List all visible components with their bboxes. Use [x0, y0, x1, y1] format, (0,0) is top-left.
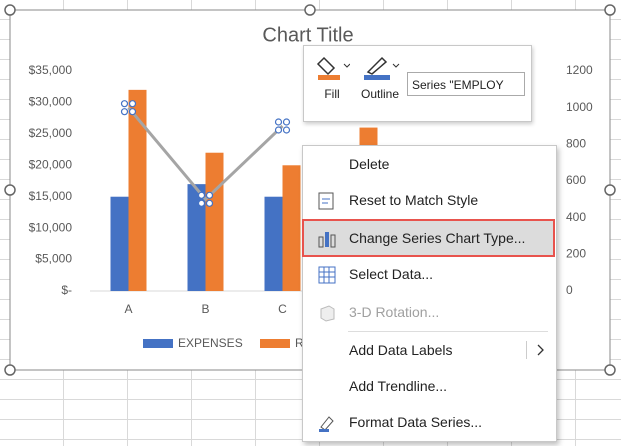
- legend-label: R: [295, 336, 304, 350]
- menu-item-label: Change Series Chart Type...: [349, 230, 526, 246]
- context-menu: Delete Reset to Match Style Change Serie…: [302, 145, 557, 442]
- menu-item[interactable]: Delete: [304, 147, 553, 181]
- y2-tick-label: 800: [566, 137, 586, 151]
- select-data-icon: [318, 266, 336, 284]
- y-tick-label: $25,000: [29, 126, 73, 140]
- outline-icon: [364, 56, 400, 80]
- menu-item[interactable]: Reset to Match Style: [304, 183, 553, 217]
- mini-toolbar: Fill Outline Series "EMPLOY: [303, 45, 532, 122]
- handle-dot: [282, 118, 291, 126]
- menu-item[interactable]: Change Series Chart Type...: [302, 219, 555, 257]
- rotation-icon: [320, 305, 335, 322]
- handle-dot: [128, 108, 137, 116]
- y-tick-label: $35,000: [29, 63, 73, 77]
- chart-type-icon: [318, 232, 336, 248]
- bar: [187, 184, 206, 291]
- format-icon: [319, 416, 334, 432]
- menu-item-label: Add Data Labels: [349, 342, 453, 358]
- handle-dot: [205, 199, 214, 207]
- y2-tick-label: 1000: [566, 100, 593, 114]
- bar: [264, 196, 283, 291]
- point-handle: [120, 100, 137, 116]
- handle-dot: [274, 126, 283, 134]
- legend-swatch: [143, 339, 173, 348]
- handle-dot: [128, 100, 137, 108]
- line: [127, 106, 284, 202]
- handle-dot: [197, 191, 206, 199]
- y2-tick-label: 400: [566, 210, 586, 224]
- handle-dot: [205, 191, 214, 199]
- point-handle: [274, 118, 291, 134]
- bar: [282, 165, 301, 291]
- y2-tick-label: 1200: [566, 63, 593, 77]
- menu-item: 3-D Rotation...: [304, 295, 553, 329]
- separator: [348, 331, 548, 332]
- handle-dot: [274, 118, 283, 126]
- menu-item[interactable]: Add Data Labels: [304, 333, 553, 367]
- y2-tick-label: 0: [566, 283, 573, 297]
- y2-tick-label: 600: [566, 173, 586, 187]
- menu-item-label: 3-D Rotation...: [349, 304, 440, 320]
- series-dropdown[interactable]: Series "EMPLOY: [407, 72, 525, 96]
- chart-title: Chart Title: [262, 24, 353, 46]
- x-tick-label: C: [278, 302, 287, 316]
- y-tick-label: $15,000: [29, 189, 73, 203]
- bar: [205, 152, 224, 291]
- menu-item[interactable]: Select Data...: [304, 257, 553, 291]
- legend-label: EXPENSES: [178, 336, 243, 350]
- y-tick-label: $5,000: [35, 252, 72, 266]
- selection-handles: [4, 4, 616, 376]
- y-tick-label: $10,000: [29, 220, 73, 234]
- y-tick-label: $30,000: [29, 95, 73, 109]
- submenu-divider: [526, 341, 527, 359]
- menu-item-label: Add Trendline...: [349, 378, 448, 394]
- handle-dot: [120, 108, 129, 116]
- x-tick-label: B: [201, 302, 209, 316]
- y-tick-label: $20,000: [29, 157, 73, 171]
- bar: [110, 196, 129, 291]
- menu-item-label: Format Data Series...: [349, 414, 483, 430]
- menu-item[interactable]: Add Trendline...: [304, 369, 553, 403]
- legend-swatch: [260, 339, 290, 348]
- outline-label: Outline: [360, 87, 400, 101]
- menu-item[interactable]: Format Data Series...: [304, 405, 553, 439]
- point-handle: [197, 191, 214, 207]
- handle-dot: [120, 100, 129, 108]
- menu-item-label: Select Data...: [349, 266, 434, 282]
- x-tick-label: A: [124, 302, 132, 316]
- menu-item-label: Delete: [349, 156, 390, 172]
- menu-item-label: Reset to Match Style: [349, 192, 479, 208]
- series-dropdown-text: Series "EMPLOY: [412, 78, 504, 92]
- reset-icon: [318, 192, 334, 210]
- handle-dot: [282, 126, 291, 134]
- handle-dot: [197, 199, 206, 207]
- submenu-arrow: [537, 344, 544, 356]
- bar: [128, 89, 147, 291]
- fill-label: Fill: [324, 87, 340, 101]
- fill-icon: [316, 56, 351, 80]
- y2-tick-label: 200: [566, 247, 586, 261]
- y-tick-label: $-: [61, 283, 72, 297]
- fill-button[interactable]: Fill: [310, 54, 354, 101]
- outline-button[interactable]: Outline: [358, 54, 402, 101]
